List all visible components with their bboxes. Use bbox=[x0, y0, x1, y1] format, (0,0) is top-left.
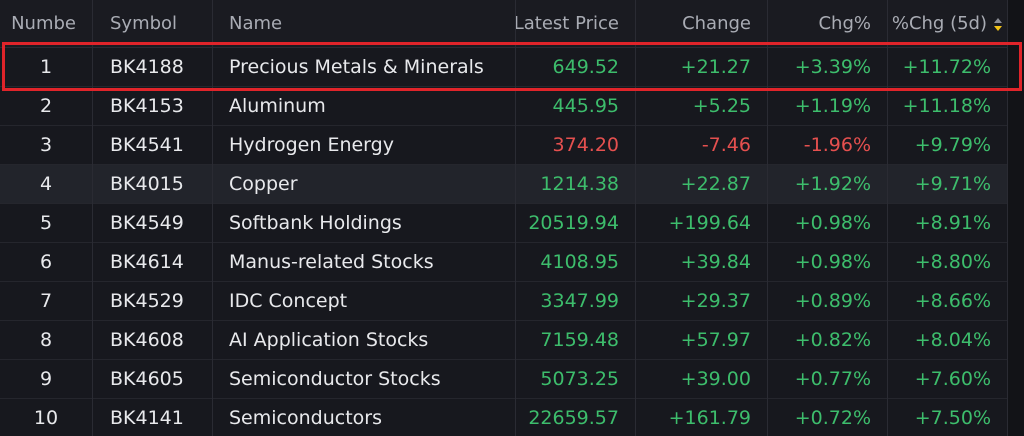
change-5d: +9.79% bbox=[914, 134, 991, 156]
change-percent: +1.19% bbox=[794, 95, 871, 117]
name: Manus-related Stocks bbox=[229, 251, 434, 273]
table-row[interactable]: 5 BK4549 Softbank Holdings 20519.94 +199.64 +… bbox=[0, 204, 1007, 243]
symbol: BK4015 bbox=[110, 173, 184, 195]
name: Hydrogen Energy bbox=[229, 134, 394, 156]
table-row[interactable]: 1 BK4188 Precious Metals & Minerals 649.52 +… bbox=[0, 48, 1007, 87]
column-header[interactable]: Chg% bbox=[818, 13, 871, 34]
latest-price: 5073.25 bbox=[540, 368, 619, 390]
table-row[interactable]: 7 BK4529 IDC Concept 3347.99 +29.37 +0.89% +8.… bbox=[0, 282, 1007, 321]
latest-price: 22659.57 bbox=[528, 407, 619, 429]
column-divider bbox=[635, 0, 636, 436]
change-5d: +7.60% bbox=[914, 368, 991, 390]
change: +39.00 bbox=[680, 368, 751, 390]
symbol: BK4141 bbox=[110, 407, 184, 429]
name: Copper bbox=[229, 173, 298, 195]
change-5d: +11.18% bbox=[902, 95, 991, 117]
change-5d: +8.04% bbox=[914, 329, 991, 351]
table-row[interactable]: 4 BK4015 Copper 1214.38 +22.87 +1.92% +9.71% bbox=[0, 165, 1007, 204]
change: +39.84 bbox=[680, 251, 751, 273]
row-number: 2 bbox=[39, 95, 53, 117]
change-5d: +7.50% bbox=[914, 407, 991, 429]
header-row: Numbe Symbol Name Latest Price Change Chg% %Ch… bbox=[0, 0, 1007, 48]
symbol: BK4153 bbox=[110, 95, 184, 117]
change-percent: +0.89% bbox=[794, 290, 871, 312]
latest-price: 20519.94 bbox=[528, 212, 619, 234]
change-percent: +1.92% bbox=[794, 173, 871, 195]
row-number: 5 bbox=[39, 212, 53, 234]
name: AI Application Stocks bbox=[229, 329, 429, 351]
column-header[interactable]: %Chg (5d) bbox=[891, 13, 987, 34]
scrollbar[interactable] bbox=[1007, 0, 1024, 436]
row-number: 8 bbox=[39, 329, 53, 351]
symbol: BK4541 bbox=[110, 134, 184, 156]
latest-price: 374.20 bbox=[552, 134, 619, 156]
latest-price: 445.95 bbox=[552, 95, 619, 117]
change: +21.27 bbox=[680, 56, 751, 78]
table-row[interactable]: 8 BK4608 AI Application Stocks 7159.48 +57.9… bbox=[0, 321, 1007, 360]
change-5d: +8.91% bbox=[914, 212, 991, 234]
change: +5.25 bbox=[692, 95, 751, 117]
column-divider bbox=[1007, 0, 1008, 436]
column-divider bbox=[515, 0, 516, 436]
symbol: BK4529 bbox=[110, 290, 184, 312]
change-percent: +0.98% bbox=[794, 251, 871, 273]
column-divider bbox=[92, 0, 93, 436]
latest-price: 1214.38 bbox=[540, 173, 619, 195]
symbol: BK4614 bbox=[110, 251, 184, 273]
change-percent: +0.72% bbox=[794, 407, 871, 429]
row-number: 7 bbox=[39, 290, 53, 312]
change: +57.97 bbox=[680, 329, 751, 351]
latest-price: 7159.48 bbox=[540, 329, 619, 351]
table-row[interactable]: 6 BK4614 Manus-related Stocks 4108.95 +39.84… bbox=[0, 243, 1007, 282]
name: Softbank Holdings bbox=[229, 212, 402, 234]
latest-price: 3347.99 bbox=[540, 290, 619, 312]
change-percent: -1.96% bbox=[803, 134, 871, 156]
table-row[interactable]: 9 BK4605 Semiconductor Stocks 5073.25 +39.00… bbox=[0, 360, 1007, 399]
change-percent: +0.82% bbox=[794, 329, 871, 351]
table-row[interactable]: 3 BK4541 Hydrogen Energy 374.20 -7.46 -1.96% +… bbox=[0, 126, 1007, 165]
name: Semiconductor Stocks bbox=[229, 368, 441, 390]
row-number: 9 bbox=[39, 368, 53, 390]
column-header[interactable]: Name bbox=[229, 13, 283, 34]
row-number: 1 bbox=[39, 56, 53, 78]
change: +199.64 bbox=[668, 212, 751, 234]
change-5d: +9.71% bbox=[914, 173, 991, 195]
change-5d: +8.80% bbox=[914, 251, 991, 273]
column-divider bbox=[212, 0, 213, 436]
change-5d: +8.66% bbox=[914, 290, 991, 312]
row-number: 10 bbox=[33, 407, 59, 429]
table-row[interactable]: 10 BK4141 Semiconductors 22659.57 +161.79 +0.… bbox=[0, 399, 1007, 436]
name: IDC Concept bbox=[229, 290, 348, 312]
row-number: 6 bbox=[39, 251, 53, 273]
row-number: 4 bbox=[39, 173, 53, 195]
table-row[interactable]: 2 BK4153 Aluminum 445.95 +5.25 +1.19% +11.18% bbox=[0, 87, 1007, 126]
column-divider bbox=[767, 0, 768, 436]
row-number: 3 bbox=[39, 134, 53, 156]
change: +29.37 bbox=[680, 290, 751, 312]
name: Semiconductors bbox=[229, 407, 382, 429]
symbol: BK4549 bbox=[110, 212, 184, 234]
change: -7.46 bbox=[701, 134, 751, 156]
symbol: BK4608 bbox=[110, 329, 184, 351]
change: +161.79 bbox=[668, 407, 751, 429]
column-header[interactable]: Latest Price bbox=[515, 13, 619, 34]
latest-price: 649.52 bbox=[552, 56, 619, 78]
change-percent: +0.98% bbox=[794, 212, 871, 234]
sort-icon[interactable] bbox=[993, 17, 1003, 33]
column-divider bbox=[887, 0, 888, 436]
latest-price: 4108.95 bbox=[540, 251, 619, 273]
change-percent: +3.39% bbox=[794, 56, 871, 78]
name: Precious Metals & Minerals bbox=[229, 56, 484, 78]
change-5d: +11.72% bbox=[902, 56, 991, 78]
column-header[interactable]: Numbe bbox=[11, 13, 76, 34]
change-percent: +0.77% bbox=[794, 368, 871, 390]
name: Aluminum bbox=[229, 95, 326, 117]
symbol: BK4605 bbox=[110, 368, 184, 390]
column-header[interactable]: Change bbox=[682, 13, 751, 34]
symbol: BK4188 bbox=[110, 56, 184, 78]
column-header[interactable]: Symbol bbox=[110, 13, 178, 34]
change: +22.87 bbox=[680, 173, 751, 195]
